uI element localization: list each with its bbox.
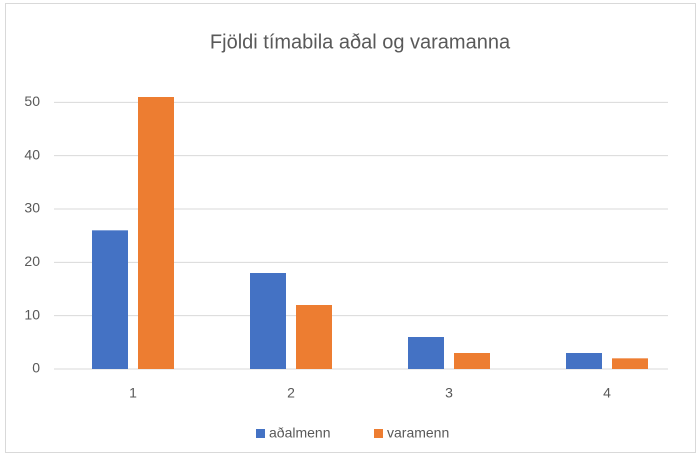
bar bbox=[408, 337, 444, 369]
x-tick-label: 3 bbox=[445, 385, 453, 401]
legend-swatch bbox=[256, 429, 265, 438]
bar bbox=[138, 97, 174, 369]
chart-border bbox=[5, 3, 696, 453]
legend-swatch bbox=[374, 429, 383, 438]
y-tick-label: 0 bbox=[32, 360, 40, 376]
x-tick-label: 4 bbox=[603, 385, 611, 401]
y-tick-label: 10 bbox=[24, 306, 40, 322]
y-tick-label: 20 bbox=[24, 253, 40, 269]
bar bbox=[566, 353, 602, 369]
bar bbox=[296, 305, 332, 369]
bar bbox=[454, 353, 490, 369]
y-tick-label: 40 bbox=[24, 146, 40, 162]
bar bbox=[92, 230, 128, 369]
y-tick-label: 50 bbox=[24, 93, 40, 109]
bar bbox=[250, 273, 286, 369]
x-tick-label: 2 bbox=[287, 385, 295, 401]
chart-title: Fjöldi tímabila aðal og varamanna bbox=[210, 31, 511, 53]
bar bbox=[612, 358, 648, 369]
legend-label: varamenn bbox=[387, 425, 449, 441]
x-tick-label: 1 bbox=[129, 385, 137, 401]
legend-label: aðalmenn bbox=[269, 425, 331, 441]
y-tick-label: 30 bbox=[24, 200, 40, 216]
